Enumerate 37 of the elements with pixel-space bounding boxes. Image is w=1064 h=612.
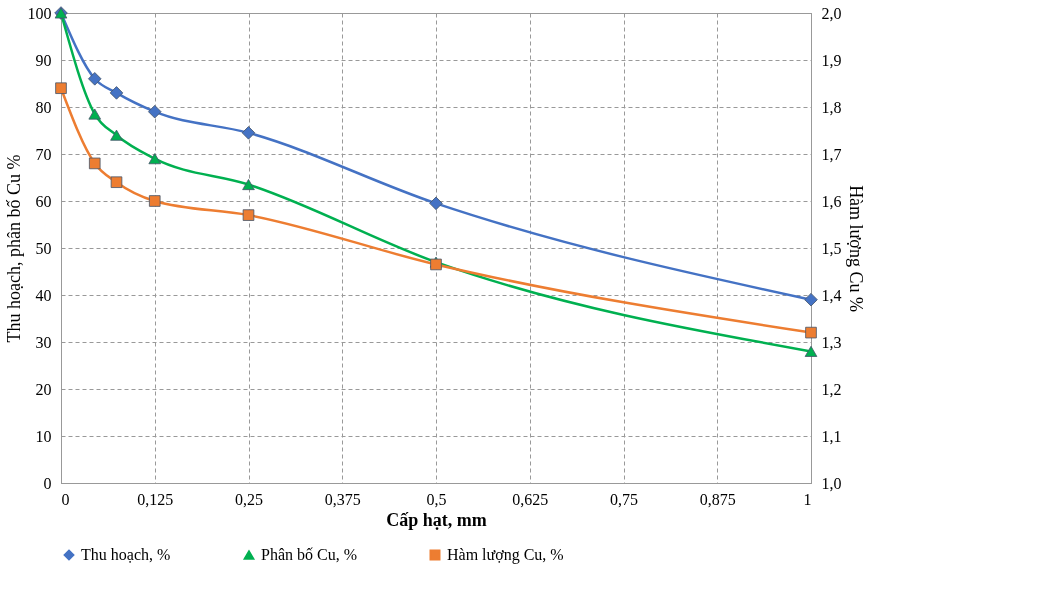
y-tick-label: 0 [43,474,52,492]
x-axis-title: Cấp hạt, mm [386,509,487,530]
legend-label: Thu hoạch, % [81,546,171,563]
y-tick-label: 20 [35,380,52,398]
y2-tick-label: 2,0 [821,4,842,22]
y-tick-label: 80 [35,98,52,116]
y2-tick-label: 1,5 [821,239,842,257]
y2-tick-label: 1,2 [821,380,842,398]
y2-tick-label: 1,3 [821,333,842,351]
x-tick-label: 0,5 [426,490,447,508]
x-tick-label: 0,125 [137,490,174,508]
y2-tick-label: 1,4 [821,286,842,304]
y-tick-label: 30 [35,333,52,351]
x-tick-label: 0,375 [324,490,361,508]
x-tick-label: 0,75 [610,490,638,508]
x-tick-label: 0,875 [699,490,736,508]
y-tick-label: 70 [35,145,52,163]
y-tick-label: 50 [35,239,52,257]
y2-axis-title: Hàm lượng Cu % [845,185,866,312]
y2-tick-label: 1,7 [821,145,842,163]
legend-label: Hàm lượng Cu, % [447,546,564,564]
y-tick-label: 40 [35,286,52,304]
y2-tick-label: 1,8 [821,98,842,116]
legend-label: Phân bố Cu, % [261,546,357,563]
y2-tick-label: 1,1 [821,427,842,445]
y-tick-label: 60 [35,192,52,210]
y2-tick-label: 1,9 [821,51,842,69]
x-tick-label: 0 [61,490,70,508]
y-tick-label: 90 [35,51,52,69]
y2-tick-label: 1,0 [821,474,842,492]
x-tick-label: 0,625 [512,490,549,508]
y-tick-label: 100 [27,4,52,22]
y2-tick-label: 1,6 [821,192,842,210]
y-axis-title: Thu hoạch, phân bố Cu % [3,154,24,343]
y-tick-label: 10 [35,427,52,445]
x-tick-label: 0,25 [235,490,263,508]
x-tick-label: 1 [803,490,812,508]
